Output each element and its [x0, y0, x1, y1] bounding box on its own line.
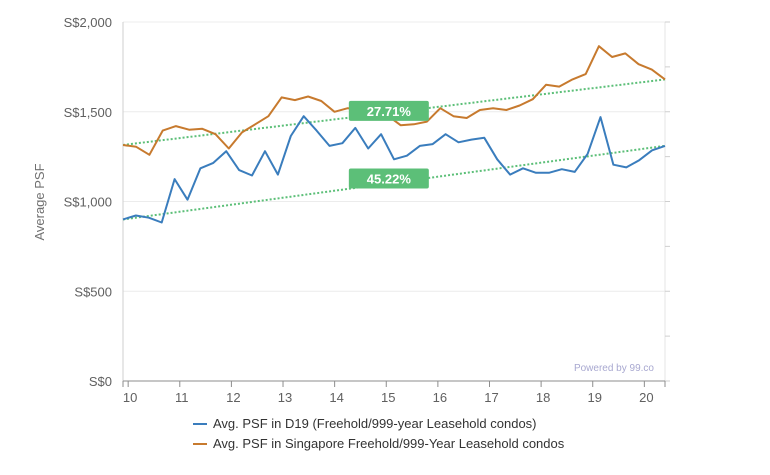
- growth-badge-label: 27.71%: [367, 104, 412, 119]
- credit-text[interactable]: Powered by 99.co: [574, 363, 654, 374]
- y-tick-label: S$1,000: [64, 195, 112, 210]
- x-tick-label: 19: [587, 390, 601, 405]
- x-tick-label: 15: [381, 390, 395, 405]
- x-tick-label: 10: [123, 390, 137, 405]
- y-tick-label: S$0: [89, 374, 112, 389]
- y-tick-label: S$500: [74, 284, 112, 299]
- x-tick-label: 13: [278, 390, 292, 405]
- y-axis-label: Average PSF: [32, 163, 47, 240]
- growth-badge: 27.71%: [348, 100, 429, 121]
- legend-item[interactable]: Avg. PSF in D19 (Freehold/999-year Lease…: [193, 416, 537, 431]
- x-tick-label: 20: [639, 390, 653, 405]
- y-tick-label: S$1,500: [64, 105, 112, 120]
- series-line-2[interactable]: [122, 45, 666, 156]
- legend: Avg. PSF in D19 (Freehold/999-year Lease…: [193, 416, 565, 451]
- growth-badge: 45.22%: [348, 168, 429, 189]
- x-tick-label: 17: [484, 390, 498, 405]
- x-axis-ticks: 10 11 12 13 14 15 16 17 18 19 20: [122, 381, 666, 405]
- series-line-1[interactable]: [122, 115, 666, 224]
- y-axis-ticks: S$0 S$500 S$1,000 S$1,500 S$2,000: [64, 15, 112, 389]
- growth-badge-bg: [348, 100, 429, 121]
- x-tick-label: 16: [433, 390, 447, 405]
- x-tick-label: 18: [536, 390, 550, 405]
- right-axis-ticks: [664, 21, 670, 382]
- x-tick-label: 14: [329, 390, 343, 405]
- y-tick-label: S$2,000: [64, 15, 112, 30]
- growth-badge-bg: [348, 168, 429, 189]
- legend-item[interactable]: Avg. PSF in Singapore Freehold/999-Year …: [193, 436, 565, 451]
- x-tick-label: 12: [226, 390, 240, 405]
- growth-badge-label: 45.22%: [367, 172, 412, 187]
- legend-label: Avg. PSF in Singapore Freehold/999-Year …: [213, 436, 565, 451]
- legend-label: Avg. PSF in D19 (Freehold/999-year Lease…: [213, 416, 537, 431]
- x-tick-label: 11: [175, 390, 189, 405]
- annotations: 27.71% 45.22%: [348, 100, 429, 189]
- trendlines: [122, 78, 666, 221]
